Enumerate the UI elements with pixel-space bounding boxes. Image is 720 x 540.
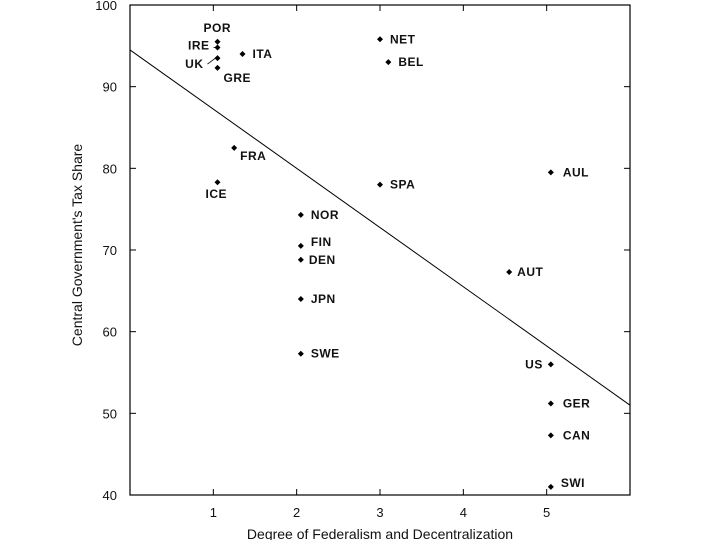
data-point-jpn <box>297 296 304 302</box>
leader-line-uk <box>207 57 216 65</box>
x-tick-label: 5 <box>543 505 550 520</box>
point-label-swi: SWI <box>561 476 585 490</box>
y-tick-label: 80 <box>103 161 117 176</box>
x-axis-title: Degree of Federalism and Decentralizatio… <box>247 526 513 540</box>
x-tick-label: 1 <box>210 505 217 520</box>
point-label-us: US <box>525 357 543 371</box>
point-label-uk: UK <box>185 57 203 71</box>
point-label-spa: SPA <box>390 178 415 192</box>
points-layer: POR IRE ITA UK GRE FRA ICE NET BEL SPA NOR FIN DEN JP… <box>185 21 590 490</box>
data-point-ita <box>239 51 246 57</box>
y-tick-label: 70 <box>103 243 117 258</box>
regression-line <box>129 49 631 406</box>
point-label-jpn: JPN <box>311 292 336 306</box>
data-point-bel <box>385 59 392 66</box>
point-label-den: DEN <box>309 253 336 267</box>
data-point-can <box>547 432 554 439</box>
y-tick-label: 40 <box>103 488 117 503</box>
data-point-swi <box>547 483 554 490</box>
point-label-can: CAN <box>563 428 591 442</box>
point-label-gre: GRE <box>224 71 252 85</box>
data-point-gre <box>214 64 221 71</box>
data-point-aul <box>547 169 554 176</box>
y-tick-label: 50 <box>103 406 117 421</box>
point-label-fin: FIN <box>311 235 332 249</box>
y-axis-title: Central Government's Tax Share <box>69 144 85 347</box>
point-label-ire: IRE <box>188 38 210 52</box>
ticks-layer: 1 2 3 4 5 40 50 60 70 80 90 100 <box>95 0 630 520</box>
fit-line-layer <box>129 49 631 406</box>
point-label-fra: FRA <box>240 149 266 163</box>
data-point-aut <box>506 269 513 276</box>
data-point-net <box>377 36 383 43</box>
data-point-nor <box>297 211 304 218</box>
x-tick-label: 2 <box>293 505 300 520</box>
data-point-den <box>297 256 304 263</box>
data-point-ice <box>214 179 221 186</box>
y-tick-label: 60 <box>103 325 117 340</box>
point-label-ita: ITA <box>253 47 273 61</box>
data-point-fin <box>297 242 304 249</box>
y-tick-label: 90 <box>103 80 117 95</box>
point-label-net: NET <box>390 32 416 46</box>
data-point-ger <box>547 400 554 407</box>
y-tick-label: 100 <box>95 0 117 13</box>
data-point-por <box>214 38 221 45</box>
point-label-aul: AUL <box>563 165 589 179</box>
x-tick-label: 4 <box>460 505 467 520</box>
point-label-por: POR <box>204 21 232 35</box>
data-point-swe <box>297 350 304 357</box>
point-label-bel: BEL <box>398 55 424 69</box>
point-label-aut: AUT <box>517 265 543 279</box>
plot-frame <box>129 4 631 496</box>
point-label-nor: NOR <box>311 208 339 222</box>
data-point-fra <box>231 144 238 151</box>
data-point-us <box>547 361 554 368</box>
point-label-ice: ICE <box>206 187 228 201</box>
data-point-spa <box>377 181 383 188</box>
x-tick-label: 3 <box>376 505 383 520</box>
data-point-uk <box>214 55 221 62</box>
point-label-swe: SWE <box>311 347 340 361</box>
data-point-ire <box>214 44 221 51</box>
point-label-ger: GER <box>563 397 591 411</box>
